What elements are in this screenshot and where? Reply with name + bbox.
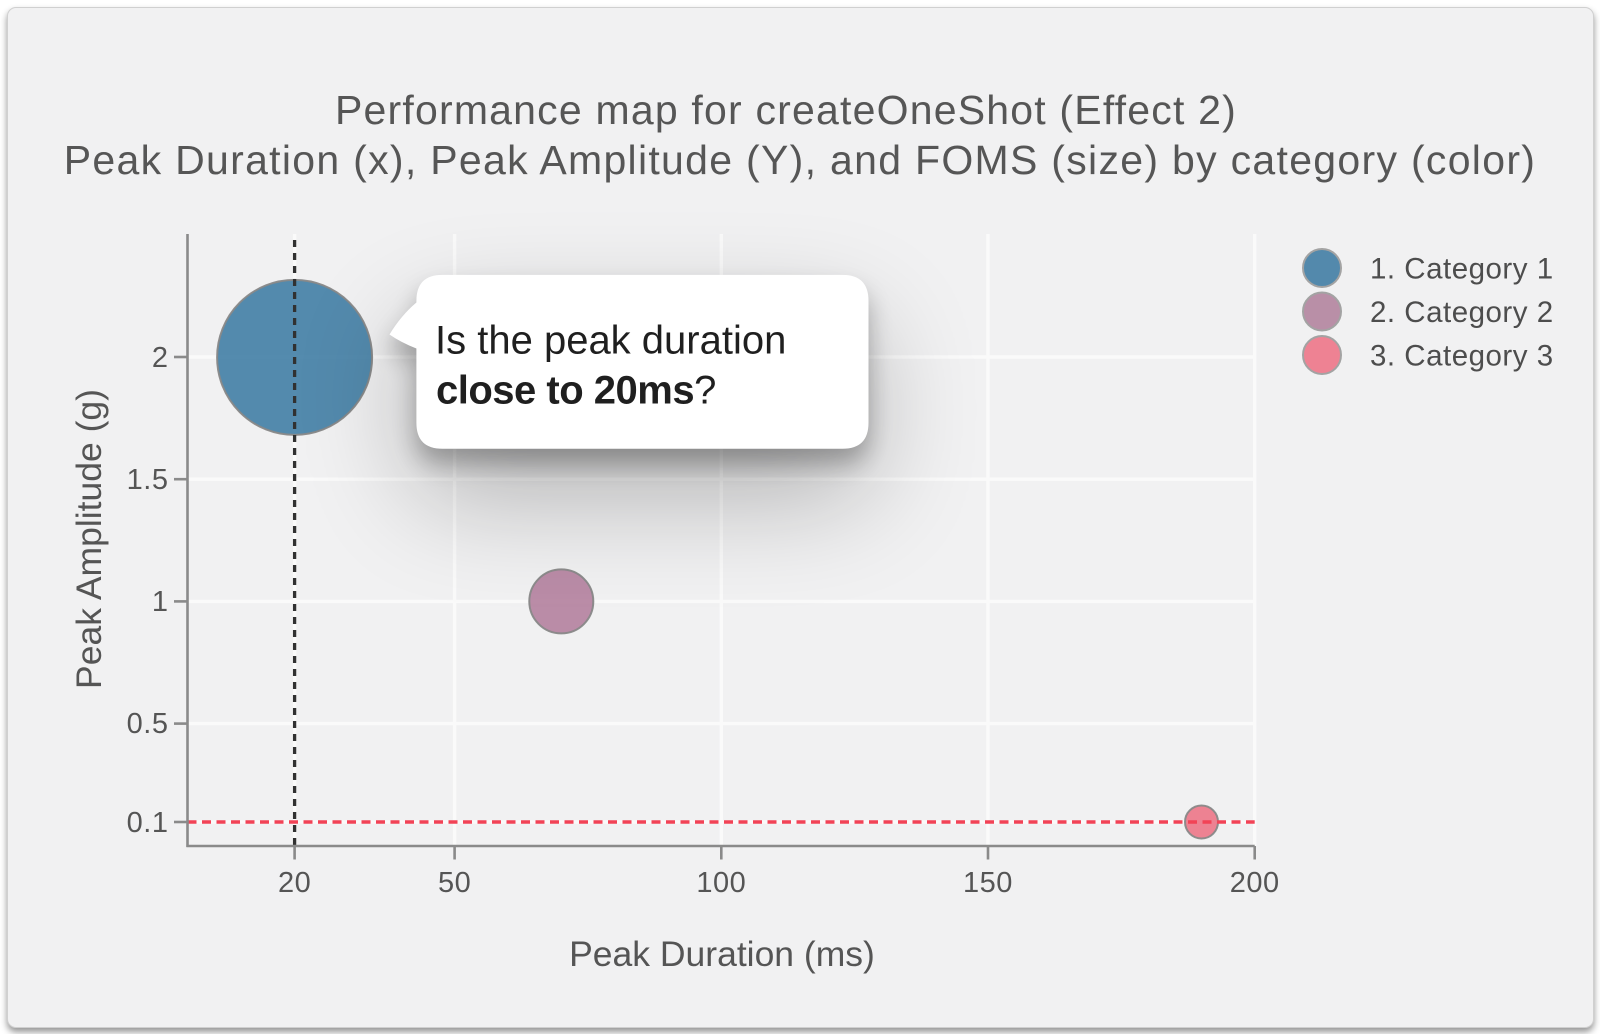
- svg-text:50: 50: [438, 867, 471, 899]
- svg-text:150: 150: [963, 867, 1013, 899]
- svg-text:Peak Duration (ms): Peak Duration (ms): [569, 934, 875, 974]
- svg-text:3. Category 3: 3. Category 3: [1370, 340, 1554, 373]
- svg-text:0.5: 0.5: [127, 708, 169, 740]
- svg-text:Is the peak duration: Is the peak duration: [435, 319, 786, 363]
- svg-text:2. Category 2: 2. Category 2: [1370, 296, 1554, 329]
- svg-text:1: 1: [152, 586, 169, 618]
- svg-text:100: 100: [696, 867, 746, 899]
- svg-text:0.1: 0.1: [127, 807, 169, 839]
- svg-text:2: 2: [152, 342, 169, 374]
- svg-text:20: 20: [278, 867, 311, 899]
- svg-text:Performance map for createOneS: Performance map for createOneShot (Effec…: [335, 87, 1237, 133]
- svg-text:1.5: 1.5: [127, 464, 169, 496]
- svg-text:close to 20ms?: close to 20ms?: [436, 368, 716, 412]
- svg-text:Peak Duration (x), Peak Amplit: Peak Duration (x), Peak Amplitude (Y), a…: [64, 137, 1536, 183]
- svg-text:200: 200: [1230, 867, 1280, 899]
- svg-text:Peak Amplitude (g): Peak Amplitude (g): [69, 389, 109, 689]
- svg-text:1. Category 1: 1. Category 1: [1370, 253, 1554, 286]
